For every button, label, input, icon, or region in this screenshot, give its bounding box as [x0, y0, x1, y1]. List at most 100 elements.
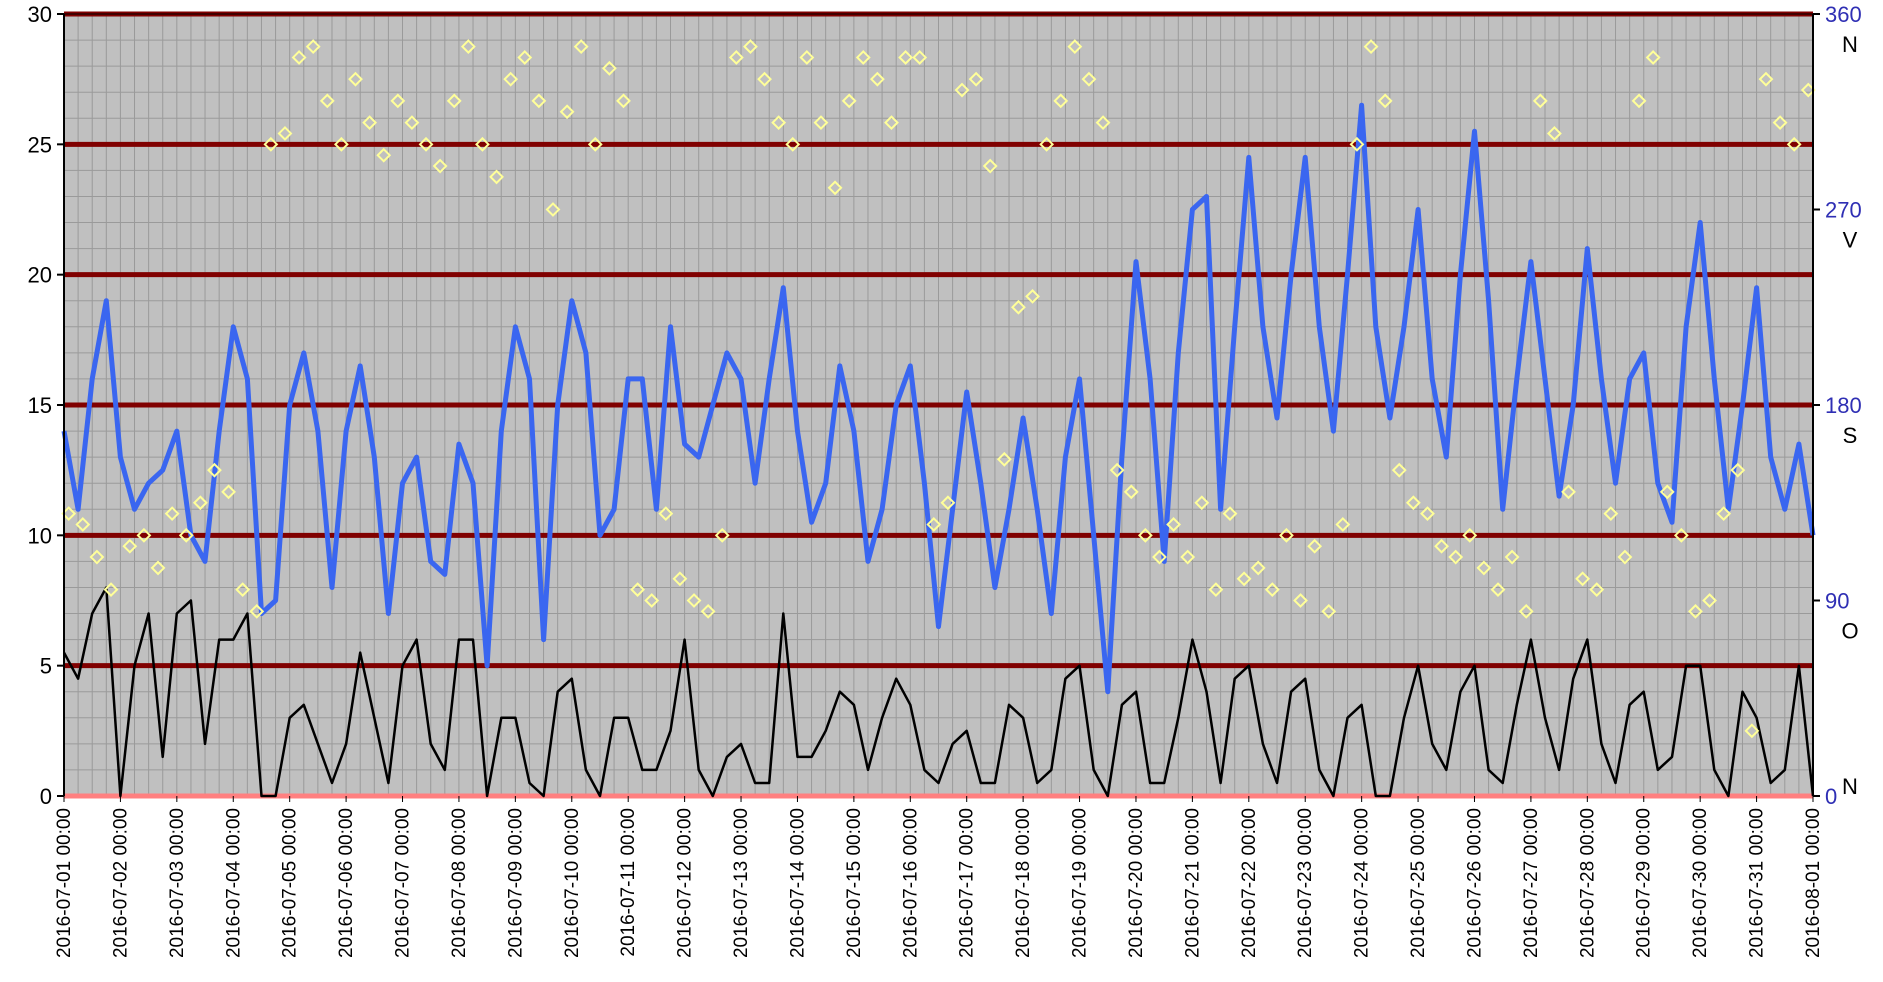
- data-point: [1293, 593, 1308, 608]
- data-point: [1095, 115, 1111, 131]
- data-point: [1603, 506, 1619, 522]
- series-c: [61, 39, 1816, 739]
- data-point: [1659, 484, 1675, 500]
- x-tick-label: 2016-07-10 00:00: [562, 808, 583, 958]
- data-point: [1222, 506, 1238, 522]
- data-point: [1518, 603, 1534, 619]
- data-point: [150, 560, 166, 576]
- compass-label: O: [1841, 619, 1858, 644]
- x-tick-label: 2016-07-19 00:00: [1070, 808, 1091, 958]
- data-point: [1490, 582, 1506, 598]
- data-point: [869, 71, 885, 87]
- data-point: [926, 517, 942, 532]
- data-point: [954, 82, 970, 98]
- data-point: [1476, 560, 1492, 576]
- series-b: [62, 586, 1815, 798]
- data-point: [1716, 506, 1732, 522]
- right-tick-label: 180: [1825, 393, 1862, 418]
- data-point: [1758, 71, 1774, 87]
- data-point: [757, 71, 772, 87]
- data-point: [573, 39, 589, 54]
- data-point: [1011, 299, 1026, 315]
- data-point: [333, 136, 349, 152]
- data-point: [700, 603, 716, 619]
- left-tick-label: 10: [28, 523, 52, 548]
- data-point: [1236, 571, 1252, 587]
- data-point: [1109, 462, 1125, 478]
- x-tick-label: 2016-07-21 00:00: [1182, 808, 1203, 958]
- data-point: [1448, 549, 1464, 565]
- series-a: [61, 102, 1816, 695]
- data-point: [418, 136, 434, 152]
- data-point: [1377, 93, 1393, 109]
- data-point: [968, 71, 984, 87]
- data-point: [1702, 593, 1717, 608]
- data-point: [884, 115, 899, 131]
- left-axis-ticks: 0 5 10 15 20 25 30: [28, 2, 64, 809]
- right-tick-label: 0: [1825, 784, 1837, 809]
- data-point: [982, 158, 998, 174]
- data-point: [1349, 136, 1365, 152]
- data-point: [404, 115, 420, 131]
- data-point: [207, 462, 222, 478]
- series-line: [61, 102, 1816, 695]
- data-point: [1673, 527, 1689, 543]
- data-point: [164, 506, 180, 522]
- data-point: [813, 115, 829, 131]
- left-tick-label: 15: [28, 393, 52, 418]
- data-point: [996, 451, 1012, 467]
- data-point: [912, 50, 928, 65]
- data-point: [305, 39, 321, 54]
- x-tick-label: 2016-07-24 00:00: [1352, 808, 1373, 958]
- data-point: [616, 93, 631, 109]
- data-point: [1462, 527, 1478, 543]
- data-point: [75, 517, 91, 532]
- left-tick-label: 25: [28, 132, 52, 157]
- data-point: [376, 147, 392, 163]
- data-point: [785, 136, 801, 152]
- data-point: [559, 104, 575, 120]
- x-tick-label: 2016-07-14 00:00: [787, 808, 808, 958]
- data-point: [319, 93, 335, 109]
- data-point: [1434, 538, 1449, 554]
- data-point: [446, 93, 462, 109]
- data-point: [432, 158, 448, 174]
- x-tick-label: 2016-07-07 00:00: [393, 808, 414, 958]
- right-axis-ticks: 0 90 180 270 360: [1813, 2, 1862, 809]
- data-point: [1617, 549, 1633, 565]
- data-point: [601, 60, 617, 76]
- data-point: [545, 202, 561, 217]
- x-tick-label: 2016-07-17 00:00: [957, 808, 978, 958]
- data-point: [291, 50, 307, 65]
- data-point: [1575, 571, 1591, 587]
- compass-labels: N O S V N: [1841, 32, 1858, 799]
- data-point: [192, 495, 208, 511]
- left-tick-label: 5: [40, 654, 52, 679]
- data-point: [1786, 136, 1802, 152]
- data-point: [517, 50, 533, 65]
- data-point: [1546, 126, 1562, 141]
- left-tick-label: 20: [28, 263, 52, 288]
- data-point: [1307, 538, 1323, 554]
- data-point: [1631, 93, 1647, 109]
- x-tick-label: 2016-07-25 00:00: [1408, 808, 1429, 958]
- x-tick-label: 2016-07-16 00:00: [900, 808, 921, 958]
- x-tick-label: 2016-07-05 00:00: [280, 808, 301, 958]
- data-point: [1025, 288, 1040, 304]
- data-point: [1532, 93, 1548, 109]
- x-tick-label: 2016-07-30 00:00: [1690, 808, 1711, 958]
- data-point: [362, 115, 378, 131]
- data-point: [672, 571, 688, 587]
- compass-label: N: [1842, 774, 1858, 799]
- data-point: [531, 93, 547, 109]
- series-line: [62, 586, 1815, 798]
- data-point: [841, 93, 857, 109]
- data-point: [898, 50, 914, 65]
- x-tick-label: 2016-07-04 00:00: [223, 808, 244, 958]
- data-point: [1067, 39, 1083, 54]
- compass-label: V: [1843, 228, 1858, 253]
- x-tick-label: 2016-07-18 00:00: [1013, 808, 1034, 958]
- data-point: [1645, 50, 1661, 65]
- data-point: [1772, 115, 1788, 131]
